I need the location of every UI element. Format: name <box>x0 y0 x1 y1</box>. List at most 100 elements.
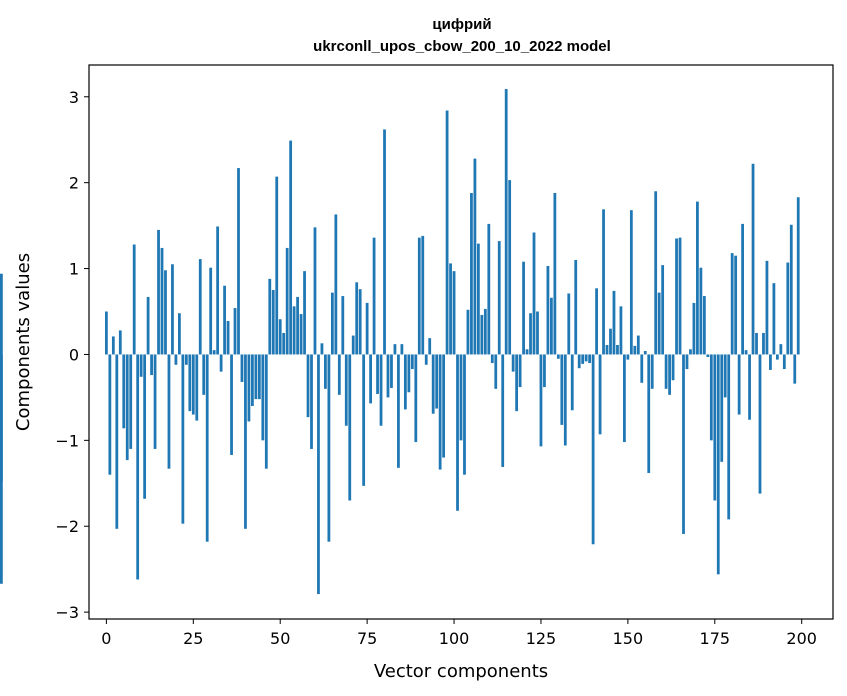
bar <box>664 354 668 389</box>
bar <box>758 354 762 494</box>
bar <box>490 354 494 364</box>
bar <box>623 354 626 443</box>
bar <box>588 354 592 364</box>
bar <box>671 354 675 381</box>
bar <box>111 336 115 355</box>
bar <box>678 237 682 355</box>
bar <box>118 330 122 355</box>
bar <box>254 354 258 400</box>
bar <box>473 158 477 355</box>
bar <box>720 354 724 462</box>
bar <box>716 354 720 575</box>
bar <box>233 308 237 355</box>
bar <box>303 271 306 355</box>
bar <box>476 243 480 355</box>
x-tick-label: 0 <box>101 629 111 648</box>
bar <box>793 354 797 384</box>
bar <box>157 229 160 355</box>
bar <box>762 332 765 355</box>
bar <box>205 354 209 542</box>
bar <box>487 223 491 355</box>
y-axis-ticks: −3 −2 −1 0 1 2 3 <box>55 88 89 622</box>
bar <box>769 354 772 370</box>
y-tick-label: 2 <box>69 174 79 193</box>
bar <box>515 354 519 412</box>
bar <box>393 344 397 355</box>
bar <box>435 354 439 409</box>
bar <box>292 306 296 355</box>
bar <box>150 354 153 376</box>
bar <box>330 292 334 355</box>
bar <box>428 338 432 355</box>
bar <box>456 354 459 511</box>
bar <box>146 296 150 355</box>
bar <box>682 354 685 534</box>
bar <box>629 210 633 355</box>
x-tick-label: 100 <box>439 629 470 648</box>
bar <box>723 354 727 398</box>
bar <box>271 290 275 355</box>
bar <box>178 313 181 355</box>
bar <box>577 354 581 369</box>
bar <box>351 335 355 355</box>
bar <box>174 354 178 365</box>
bar <box>696 201 699 355</box>
bar <box>400 344 404 355</box>
bar <box>779 344 783 355</box>
bar <box>699 267 703 355</box>
bar <box>282 332 286 355</box>
bar <box>640 354 644 383</box>
bar <box>216 226 220 355</box>
bar <box>268 278 272 355</box>
bar <box>483 308 487 355</box>
bar <box>438 354 442 470</box>
bar <box>403 354 407 410</box>
bar <box>702 296 706 355</box>
bar <box>786 262 790 355</box>
y-tick-label: −1 <box>55 431 79 450</box>
bar <box>539 354 543 447</box>
bar <box>570 354 574 411</box>
y-tick-label: 0 <box>69 345 79 364</box>
bar <box>431 354 435 414</box>
bar <box>257 354 261 400</box>
bar <box>181 354 185 524</box>
bar <box>560 354 564 425</box>
bar <box>591 354 595 545</box>
bar <box>751 163 755 355</box>
bar <box>108 354 112 475</box>
bar <box>480 314 484 355</box>
bar <box>160 247 164 355</box>
x-axis-ticks: 0 25 50 75 100 125 150 175 200 <box>101 619 817 648</box>
bar <box>358 289 362 355</box>
x-tick-label: 75 <box>357 629 377 648</box>
bar <box>744 350 748 355</box>
bar <box>191 354 195 415</box>
bar <box>417 237 421 355</box>
y-tick-label: −3 <box>55 603 79 622</box>
bar <box>317 354 320 595</box>
bar <box>184 354 188 365</box>
bar <box>556 354 560 359</box>
bar <box>369 354 372 404</box>
bar <box>626 354 630 360</box>
bar <box>602 209 605 355</box>
bar <box>616 345 619 355</box>
bar <box>237 168 240 355</box>
bar <box>449 263 452 355</box>
bar <box>445 110 449 355</box>
bar <box>365 302 369 355</box>
bar <box>734 255 738 355</box>
bar <box>459 354 463 441</box>
bar <box>313 227 317 355</box>
bar <box>139 354 143 377</box>
bar <box>470 192 473 355</box>
bar <box>685 354 689 370</box>
bar <box>647 354 651 473</box>
bar <box>362 354 366 486</box>
bar <box>730 253 734 355</box>
bar <box>324 354 327 389</box>
bar <box>198 259 202 355</box>
bar <box>609 328 612 355</box>
bar <box>310 354 313 449</box>
